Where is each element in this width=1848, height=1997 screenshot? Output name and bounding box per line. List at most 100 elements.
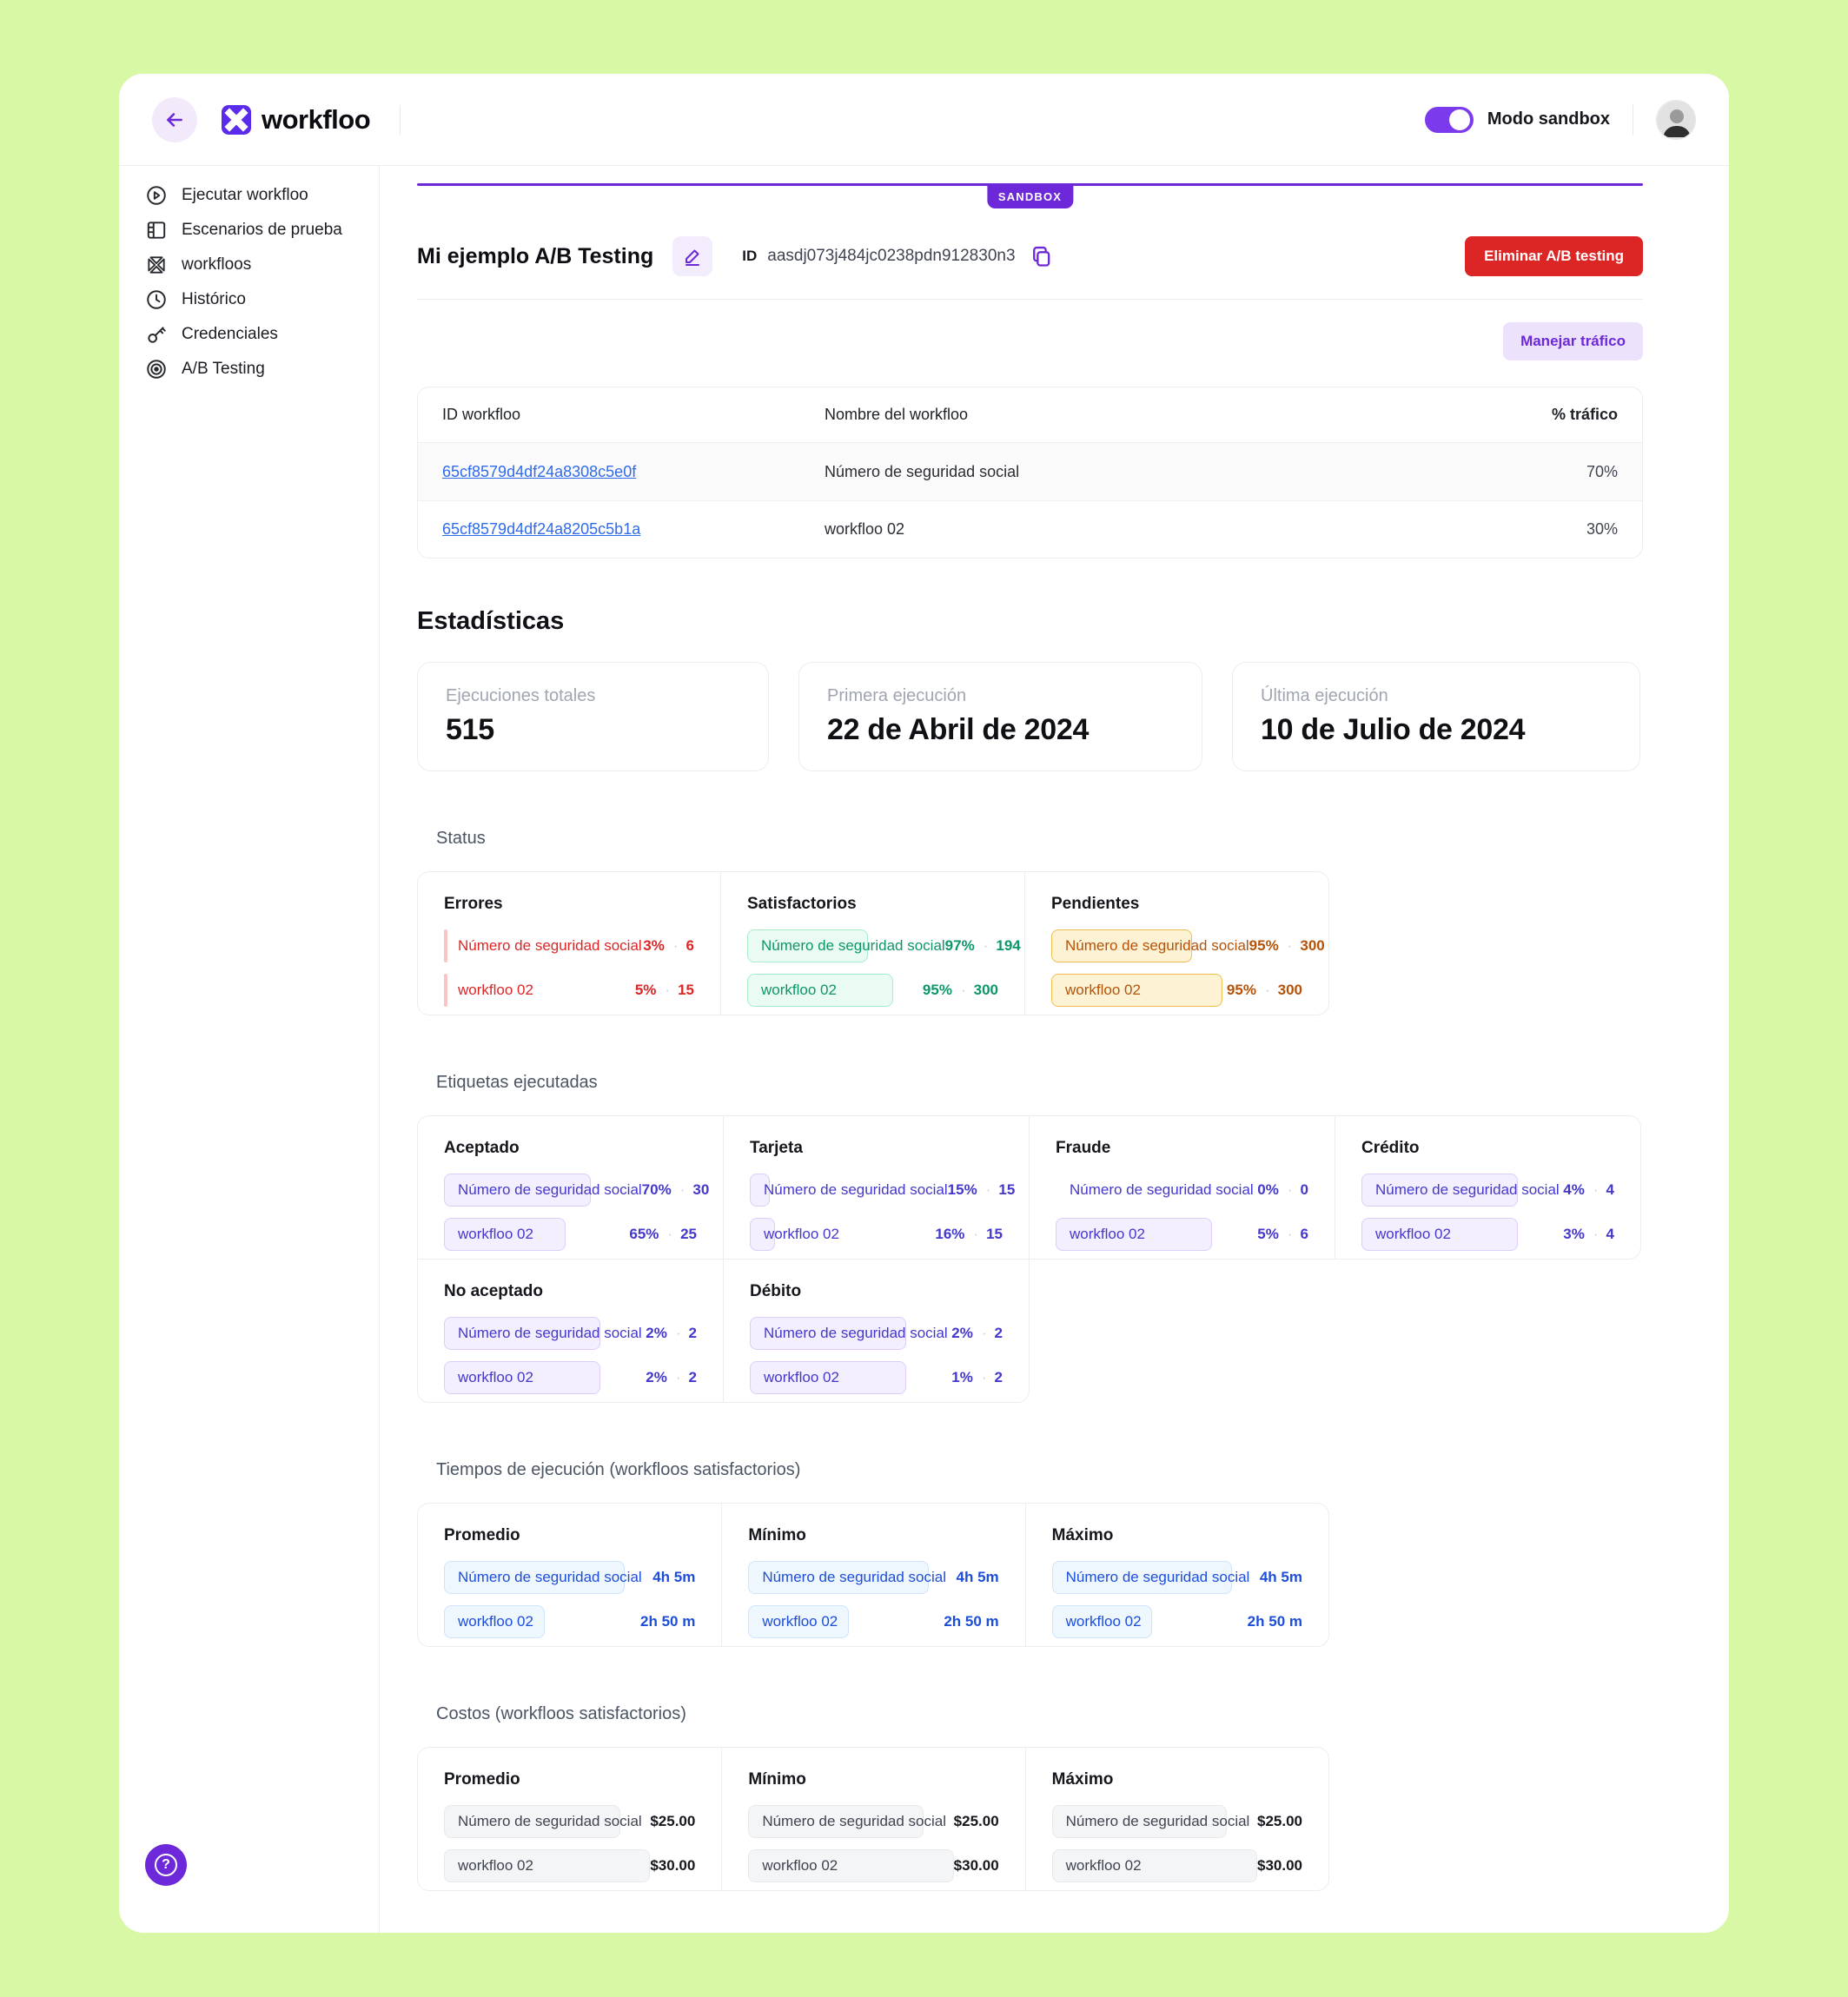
user-avatar[interactable] (1656, 99, 1696, 140)
metric-row: Número de seguridad social 3%6 (444, 929, 694, 962)
id-group: ID aasdj073j484jc0238pdn912830n3 (742, 244, 1053, 268)
stat-value: 22 de Abril de 2024 (827, 713, 1090, 746)
group-title: Tarjeta (750, 1139, 803, 1157)
workfloo-glyph-icon (145, 254, 168, 276)
copy-icon (1030, 244, 1054, 268)
metric-bar (444, 929, 448, 962)
metric-bar (750, 1361, 907, 1394)
metric-bar (1051, 1805, 1228, 1838)
sidebar-item-label: Escenarios de prueba (182, 221, 342, 239)
metric-count: 2 (667, 1325, 697, 1342)
metric-count: 6 (1279, 1226, 1308, 1243)
metric-row: workfloo 02 3%4 (1361, 1218, 1614, 1251)
metric-count: 30 (672, 1181, 709, 1199)
metric-label: workfloo 02 (762, 1613, 838, 1630)
sidebar-item-credenciales[interactable]: Credenciales (119, 317, 379, 352)
group-title: Aceptado (444, 1139, 520, 1157)
sidebar-item-escenarios-de-prueba[interactable]: Escenarios de prueba (119, 213, 379, 248)
costs-card: Promedio Número de seguridad social $25.… (417, 1747, 1329, 1891)
metric-pct: 5% (1257, 1226, 1279, 1242)
group-title: Promedio (444, 1770, 520, 1789)
metric-label: Número de seguridad social (764, 1325, 948, 1341)
help-button[interactable] (145, 1844, 187, 1886)
metric-count: 300 (952, 982, 998, 999)
metric-count: 0 (1279, 1181, 1308, 1199)
sandbox-top-line: SANDBOX (417, 183, 1643, 208)
metric-bar (748, 1605, 849, 1638)
metric-label: workfloo 02 (458, 1857, 533, 1874)
stat-label: Primera ejecución (827, 686, 967, 705)
metric-label: workfloo 02 (1065, 1857, 1142, 1874)
copy-id-button[interactable] (1030, 244, 1054, 268)
film-icon (145, 219, 168, 241)
metric-label: workfloo 02 (1065, 982, 1141, 998)
metric-row: Número de seguridad social 95%300 (1051, 929, 1325, 962)
metric-pct: 16% (935, 1226, 965, 1242)
metric-label: workfloo 02 (458, 982, 533, 998)
metric-row: workfloo 02 2h 50 m (748, 1605, 999, 1638)
metric-count: 25 (659, 1226, 697, 1243)
sidebar-item-label: Histórico (182, 290, 246, 308)
title-row: Mi ejemplo A/B Testing ID aasdj073j484jc… (417, 236, 1643, 300)
group-title: Promedio (444, 1526, 520, 1544)
metric-bar (444, 1361, 601, 1394)
metric-row: Número de seguridad social 2%2 (750, 1317, 1003, 1350)
metric-label: workfloo 02 (1375, 1226, 1451, 1242)
costs-group-promedio: Promedio Número de seguridad social $25.… (418, 1748, 721, 1890)
metric-pct: 97% (944, 937, 975, 954)
labels-group-debito: Débito Número de seguridad social 2%2 wo… (723, 1259, 1030, 1403)
labels-section-label: Etiquetas ejecutadas (436, 1073, 598, 1092)
metric-pct: 15% (947, 1181, 977, 1198)
sidebar-item-historico[interactable]: Histórico (119, 282, 379, 317)
status-group-errores: Errores Número de seguridad social 3%6 w… (418, 872, 720, 1015)
group-title: No aceptado (444, 1282, 544, 1300)
metric-row: Número de seguridad social $25.00 (444, 1805, 695, 1838)
metric-label: Número de seguridad social (458, 1325, 642, 1341)
sidebar-item-ab-testing[interactable]: A/B Testing (119, 352, 379, 387)
metric-value: $25.00 (1256, 1813, 1302, 1829)
metric-bar (1056, 1218, 1213, 1251)
group-title: Errores (444, 895, 503, 913)
metric-count: 194 (975, 937, 1020, 955)
metric-count: 4 (1585, 1226, 1614, 1243)
sandbox-mode-toggle[interactable] (1424, 106, 1474, 133)
stat-label: Última ejecución (1261, 686, 1388, 705)
stat-card-first-execution: Primera ejecución 22 de Abril de 2024 (798, 662, 1202, 771)
column-id-workfloo: ID workfloo (442, 406, 521, 423)
workfloo-table: ID workfloo Nombre del workfloo % tráfic… (417, 387, 1643, 559)
metric-label: Número de seguridad social (458, 1569, 642, 1585)
metric-row: workfloo 02 $30.00 (1051, 1849, 1302, 1882)
pencil-icon (682, 246, 703, 267)
sidebar-item-label: Ejecutar workfloo (182, 186, 308, 204)
metric-count: 15 (656, 982, 694, 999)
page-title: Mi ejemplo A/B Testing (417, 243, 654, 268)
sidebar-item-ejecutar-workfloo[interactable]: Ejecutar workfloo (119, 178, 379, 213)
workfloo-id-link[interactable]: 65cf8579d4df24a8205c5b1a (442, 520, 641, 538)
edit-title-button[interactable] (672, 236, 713, 276)
metric-bar (1051, 974, 1222, 1007)
sidebar-item-workfloos[interactable]: workfloos (119, 248, 379, 282)
status-group-satisfactorios: Satisfactorios Número de seguridad socia… (720, 872, 1024, 1015)
metric-row: Número de seguridad social 70%30 (444, 1174, 709, 1207)
labels-group-aceptado: Aceptado Número de seguridad social 70%3… (417, 1115, 724, 1260)
metric-row: workfloo 02 5%6 (1056, 1218, 1308, 1251)
manage-traffic-button[interactable]: Manejar tráfico (1503, 322, 1643, 360)
costs-group-minimo: Mínimo Número de seguridad social $25.00… (721, 1748, 1024, 1890)
workfloo-id-link[interactable]: 65cf8579d4df24a8308c5e0f (442, 462, 637, 480)
delete-ab-testing-button[interactable]: Eliminar A/B testing (1465, 236, 1643, 276)
exec-times-card: Promedio Número de seguridad social 4h 5… (417, 1503, 1329, 1647)
exec-times-group-maximo: Máximo Número de seguridad social 4h 5m … (1024, 1504, 1328, 1646)
metric-count: 2 (973, 1369, 1003, 1386)
back-button[interactable] (152, 96, 197, 142)
workfloo-logo-icon (222, 104, 251, 135)
metric-row: workfloo 02 65%25 (444, 1218, 697, 1251)
metric-count: 4 (1585, 1181, 1614, 1199)
workfloo-name: workfloo 02 (825, 520, 905, 538)
labels-group-no-aceptado: No aceptado Número de seguridad social 2… (417, 1259, 724, 1403)
metric-row: Número de seguridad social 97%194 (747, 929, 1021, 962)
metric-count: 15 (977, 1181, 1015, 1199)
metric-row: workfloo 02 1%2 (750, 1361, 1003, 1394)
stat-value: 515 (446, 713, 494, 746)
metric-pct: 95% (1226, 982, 1256, 998)
status-card: Errores Número de seguridad social 3%6 w… (417, 871, 1329, 1015)
